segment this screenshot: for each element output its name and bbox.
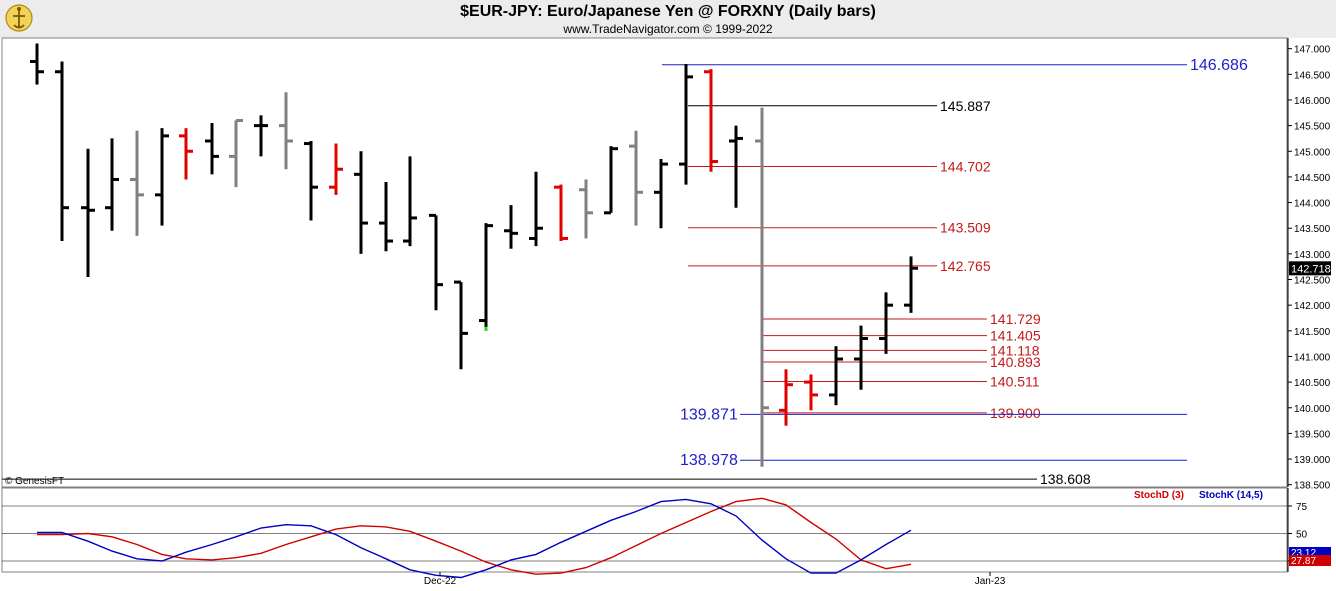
ohlc-bar bbox=[81, 148, 95, 277]
stoch-tick-label: 75 bbox=[1296, 502, 1308, 513]
level-label: 143.509 bbox=[940, 220, 991, 236]
level-label: 142.765 bbox=[940, 258, 991, 274]
stoch-d-last-box bbox=[1289, 555, 1331, 566]
ohlc-bar bbox=[179, 128, 193, 180]
level-label: 141.118 bbox=[990, 342, 1040, 358]
price-tick-label: 141.000 bbox=[1294, 352, 1331, 363]
stoch-d-last-value: 27.87 bbox=[1291, 556, 1316, 567]
ohlc-bar bbox=[429, 213, 443, 311]
price-tick-label: 142.500 bbox=[1294, 276, 1331, 287]
price-tick-label: 145.000 bbox=[1294, 147, 1331, 158]
level-label: 146.686 bbox=[1190, 57, 1248, 74]
ohlc-bar bbox=[879, 292, 893, 354]
price-tick-label: 143.000 bbox=[1294, 250, 1331, 261]
ohlc-bar bbox=[854, 325, 868, 390]
price-tick-label: 144.000 bbox=[1294, 199, 1331, 210]
level-label: 144.702 bbox=[940, 159, 991, 175]
stoch-tick-label: 50 bbox=[1296, 530, 1308, 541]
ohlc-bar bbox=[504, 205, 518, 249]
ohlc-bar bbox=[205, 123, 219, 175]
ohlc-bar bbox=[403, 156, 417, 247]
stoch-plot-frame bbox=[1, 487, 1288, 573]
ohlc-bar bbox=[229, 118, 243, 188]
level-label: 138.978 bbox=[680, 452, 738, 469]
ohlc-bar bbox=[729, 125, 743, 208]
price-tick-label: 143.500 bbox=[1294, 224, 1331, 235]
ohlc-bar bbox=[779, 369, 793, 426]
ohlc-bar bbox=[804, 374, 818, 411]
price-tick-label: 144.500 bbox=[1294, 173, 1331, 184]
ohlc-bar bbox=[254, 115, 268, 157]
ohlc-bar bbox=[155, 128, 169, 226]
ohlc-bar bbox=[479, 223, 493, 331]
trade-navigator-logo-icon bbox=[4, 3, 34, 33]
level-label: 145.887 bbox=[940, 98, 991, 114]
chart-subtitle: www.TradeNavigator.com © 1999-2022 bbox=[563, 22, 773, 36]
ohlc-bar bbox=[904, 256, 918, 313]
ohlc-bars bbox=[30, 43, 918, 467]
ohlc-bar bbox=[679, 64, 693, 185]
ohlc-bar bbox=[354, 151, 368, 254]
ohlc-bar bbox=[704, 69, 718, 172]
date-tick-label: Jan-23 bbox=[975, 576, 1006, 587]
ohlc-bar bbox=[30, 43, 44, 85]
price-tick-label: 138.500 bbox=[1294, 481, 1331, 492]
ohlc-bar bbox=[654, 158, 668, 229]
level-label: 141.729 bbox=[990, 311, 1041, 327]
ohlc-bar bbox=[829, 346, 843, 406]
price-tick-label: 140.500 bbox=[1294, 378, 1331, 389]
price-tick-label: 147.000 bbox=[1294, 45, 1331, 56]
price-tick-label: 139.500 bbox=[1294, 429, 1331, 440]
price-axis: 147.000 146.500 146.000 145.500 145.000 144.5… bbox=[1287, 38, 1331, 492]
level-label: 140.893 bbox=[990, 354, 1041, 370]
ohlc-bar bbox=[379, 182, 393, 252]
ohlc-bar bbox=[604, 146, 618, 215]
price-tick-label: 139.000 bbox=[1294, 455, 1331, 466]
level-label: 139.900 bbox=[990, 405, 1041, 421]
watermark-text: © GenesisFT bbox=[5, 476, 64, 487]
last-price-box bbox=[1289, 261, 1331, 276]
stoch-k-last-box bbox=[1289, 547, 1331, 557]
ohlc-bar bbox=[130, 130, 144, 236]
stoch-line bbox=[37, 498, 912, 579]
chart-title: $EUR-JPY: Euro/Japanese Yen @ FORXNY (Da… bbox=[460, 3, 876, 20]
stoch-line bbox=[37, 497, 912, 575]
price-tick-label: 146.500 bbox=[1294, 70, 1331, 81]
ohlc-bar bbox=[454, 280, 468, 370]
level-label: 140.511 bbox=[990, 374, 1040, 390]
date-tick-label: Dec-22 bbox=[424, 576, 457, 587]
date-axis: Dec-22 Jan-23 bbox=[424, 572, 1006, 587]
price-tick-label: 145.500 bbox=[1294, 122, 1331, 133]
price-tick-label: 140.000 bbox=[1294, 404, 1331, 415]
level-label: 141.405 bbox=[990, 328, 1041, 344]
ohlc-bar bbox=[304, 141, 318, 221]
price-panel bbox=[1, 37, 1288, 488]
chart-header: $EUR-JPY: Euro/Japanese Yen @ FORXNY (Da… bbox=[0, 0, 1336, 38]
support-resistance-levels: 146.686 145.887 144.702 143.509 142.765 141.7… bbox=[2, 57, 1248, 487]
ohlc-bar bbox=[105, 138, 119, 231]
ohlc-bar bbox=[755, 107, 769, 467]
ohlc-bar bbox=[629, 130, 643, 226]
level-label: 139.871 bbox=[680, 406, 738, 423]
last-price-label: 142.718 bbox=[1291, 263, 1331, 275]
ohlc-bar bbox=[279, 92, 293, 170]
ohlc-bar bbox=[554, 184, 568, 242]
ohlc-bar bbox=[55, 61, 69, 242]
stoch-k-last-value: 23.12 bbox=[1291, 548, 1316, 559]
ohlc-bar bbox=[329, 143, 343, 195]
level-label: 138.608 bbox=[1040, 471, 1091, 487]
price-tick-label: 142.000 bbox=[1294, 301, 1331, 312]
ohlc-bar bbox=[579, 179, 593, 239]
ohlc-bar bbox=[529, 171, 543, 247]
price-tick-label: 146.000 bbox=[1294, 96, 1331, 107]
price-tick-label: 141.500 bbox=[1294, 327, 1331, 338]
price-plot-frame bbox=[1, 37, 1288, 488]
legend-stoch-d: StochD (3) bbox=[1134, 490, 1184, 501]
legend-stoch-k: StochK (14,5) bbox=[1199, 490, 1263, 501]
